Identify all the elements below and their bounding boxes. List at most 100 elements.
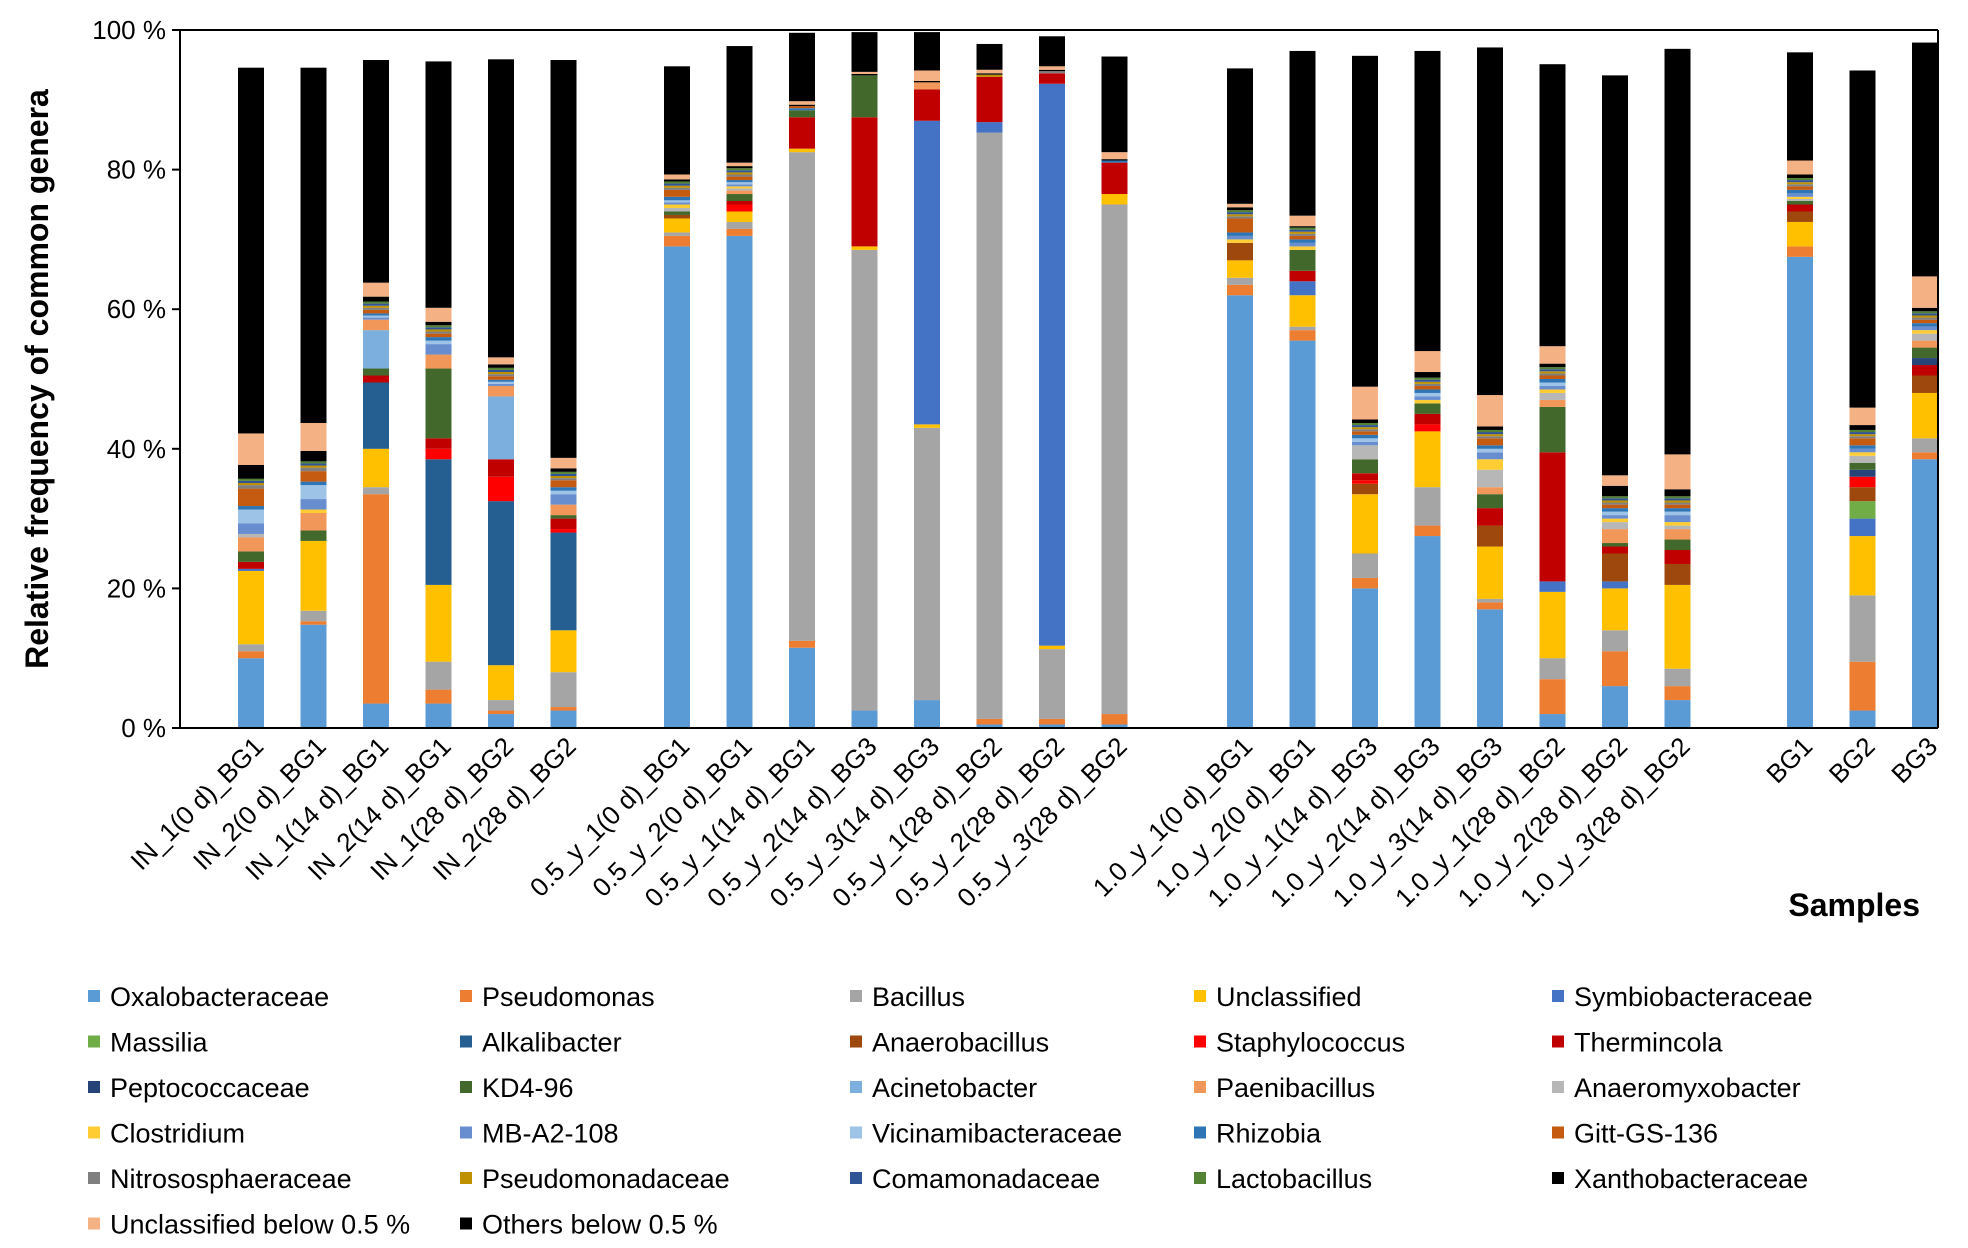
bar-segment bbox=[1539, 679, 1566, 715]
legend-swatch bbox=[88, 1081, 100, 1093]
bar-segment bbox=[1664, 525, 1691, 530]
bar-segment bbox=[1039, 645, 1065, 650]
bar-segment bbox=[1414, 372, 1441, 378]
bar-segment bbox=[1602, 496, 1628, 499]
legend-swatch bbox=[88, 1217, 100, 1230]
bar-segment bbox=[1664, 504, 1691, 509]
bar-segment bbox=[550, 490, 577, 495]
bar-segment bbox=[1664, 48, 1691, 455]
bar-segment bbox=[1414, 50, 1441, 352]
bar-segment bbox=[789, 106, 815, 109]
bar-segment bbox=[1912, 311, 1938, 314]
bar-segment bbox=[1849, 661, 1876, 711]
bar-segment bbox=[664, 189, 690, 197]
bar-segment bbox=[363, 330, 389, 369]
bar-segment bbox=[664, 185, 690, 188]
bar-segment bbox=[1101, 162, 1128, 195]
x-axis-title: Samples bbox=[1788, 887, 1920, 923]
legend-label: Alkalibacter bbox=[482, 1028, 622, 1058]
bar-segment bbox=[1352, 441, 1378, 446]
bar-segment bbox=[363, 703, 389, 728]
bar-segment bbox=[1787, 256, 1813, 728]
bar-segment bbox=[550, 529, 577, 533]
bar-segment bbox=[1227, 277, 1253, 285]
bar-segment bbox=[789, 110, 815, 118]
bar-segment bbox=[488, 665, 514, 701]
bar-segment bbox=[488, 381, 514, 384]
bar-segment bbox=[1477, 395, 1503, 427]
bar-segment bbox=[1227, 295, 1253, 728]
bar-segment bbox=[1414, 383, 1441, 386]
y-ticks: 0 % 20 % 40 % 60 % 80 % 100 % bbox=[92, 15, 180, 743]
bar-segment bbox=[488, 476, 514, 502]
bar-segment bbox=[789, 152, 815, 641]
bar-segment bbox=[726, 184, 753, 187]
bar-segment bbox=[425, 327, 452, 330]
bar-segment bbox=[363, 368, 389, 376]
bar-segment bbox=[1227, 218, 1253, 233]
bar-segment bbox=[664, 174, 690, 180]
legend-swatch bbox=[88, 990, 100, 1002]
bar-segment bbox=[1539, 389, 1566, 393]
bar-segment bbox=[1664, 563, 1691, 585]
bar-segment bbox=[425, 354, 452, 369]
bar-segment bbox=[550, 515, 577, 519]
bar-segment bbox=[550, 532, 577, 631]
bar-segment bbox=[238, 478, 264, 481]
bar-segment bbox=[726, 186, 753, 189]
bar-segment bbox=[300, 610, 327, 622]
bar-segment bbox=[1227, 235, 1253, 240]
bar-segment bbox=[726, 176, 753, 181]
bar-segment bbox=[238, 644, 264, 652]
bar-segment bbox=[1414, 525, 1441, 537]
bar-segment bbox=[664, 200, 690, 203]
bar-segment bbox=[1849, 518, 1876, 537]
bar-segment bbox=[1912, 323, 1938, 327]
bar-segment bbox=[851, 71, 878, 74]
bar-segment bbox=[238, 568, 264, 571]
bar-segment bbox=[550, 504, 577, 516]
legend-label: Anaeromyxobacter bbox=[1574, 1073, 1801, 1103]
bar-segment bbox=[550, 487, 577, 491]
legend-swatch bbox=[850, 990, 862, 1002]
bar-segment bbox=[1539, 379, 1566, 383]
bar-segment bbox=[664, 179, 690, 182]
bar-segment bbox=[1787, 211, 1813, 222]
bar-segment bbox=[789, 148, 815, 153]
bar-segment bbox=[1101, 724, 1128, 728]
bar-segment bbox=[789, 640, 815, 648]
bar-segment bbox=[238, 67, 264, 434]
bar-segment bbox=[914, 82, 940, 90]
bar-segment bbox=[1787, 204, 1813, 212]
legend-swatch bbox=[850, 1172, 862, 1184]
legend-swatch bbox=[460, 1172, 472, 1184]
bar-segment bbox=[726, 228, 753, 236]
bar-segment bbox=[1101, 152, 1128, 160]
bar-segment bbox=[1352, 445, 1378, 460]
bar-segment bbox=[976, 132, 1003, 719]
bar-segment bbox=[1227, 284, 1253, 296]
bar-segment bbox=[1664, 508, 1691, 512]
bar-segment bbox=[1414, 389, 1441, 393]
bar-segment bbox=[1414, 536, 1441, 728]
bar-segment bbox=[1849, 462, 1876, 470]
bar-segment bbox=[1849, 432, 1876, 435]
y-tick-label: 60 % bbox=[107, 294, 166, 324]
bar-segment bbox=[1289, 231, 1316, 234]
bar-segment bbox=[726, 221, 753, 229]
bar-segment bbox=[1787, 246, 1813, 257]
legend-swatch bbox=[1194, 1081, 1206, 1093]
bar-segment bbox=[550, 60, 577, 458]
bar-segment bbox=[1414, 392, 1441, 397]
bar-segment bbox=[1849, 445, 1876, 449]
bar-segment bbox=[1289, 281, 1316, 296]
bar-segment bbox=[1477, 525, 1503, 547]
bar-segment bbox=[363, 307, 389, 310]
bar-segment bbox=[1477, 469, 1503, 488]
bar-segment bbox=[300, 450, 327, 462]
bar-segment bbox=[1101, 714, 1128, 725]
bar-segment bbox=[789, 108, 815, 111]
bar-segment bbox=[1664, 584, 1691, 669]
bar-segment bbox=[1602, 498, 1628, 501]
bar-segment bbox=[1289, 226, 1316, 228]
